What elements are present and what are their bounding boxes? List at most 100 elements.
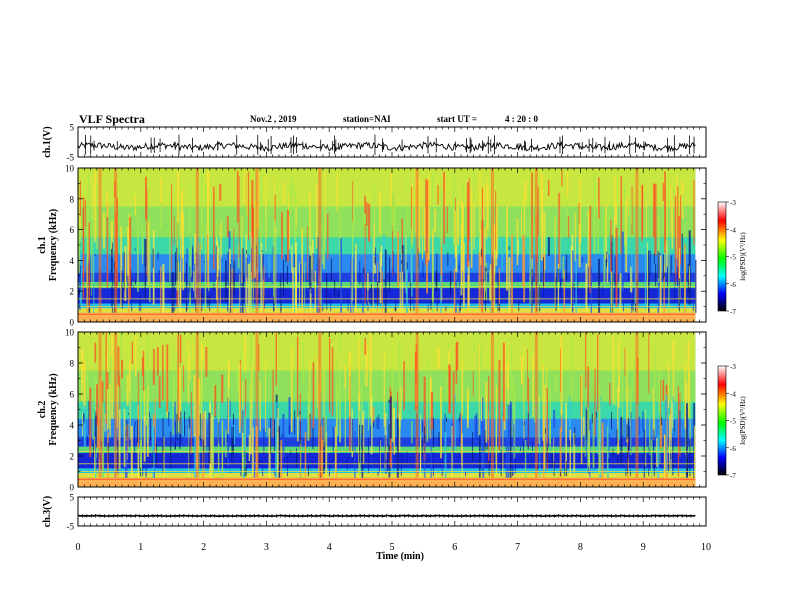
spectral-streak <box>664 434 667 478</box>
spectral-dropout <box>612 448 614 457</box>
spectrogram-band-0 <box>78 332 696 371</box>
spectral-streak <box>368 203 371 242</box>
spectral-dropout <box>207 295 209 308</box>
spectral-streak <box>189 355 191 381</box>
spectral-streak <box>351 217 354 301</box>
spectral-streak <box>689 363 691 450</box>
spectral-streak <box>365 343 368 387</box>
spectral-streak <box>440 386 442 459</box>
spectral-streak <box>614 368 617 406</box>
spectral-streak <box>479 230 482 266</box>
spectral-streak <box>608 433 610 457</box>
spectral-streak <box>262 265 265 313</box>
spectral-streak <box>537 186 539 236</box>
spectral-dropout <box>175 421 176 450</box>
spectral-streak <box>644 246 647 310</box>
spectral-streak <box>295 205 297 227</box>
spectral-streak <box>659 255 662 313</box>
spectral-streak <box>466 387 469 429</box>
spectral-dropout <box>110 270 112 281</box>
spectral-streak <box>688 367 690 404</box>
spectral-dropout <box>326 272 328 310</box>
spectral-streak <box>104 413 106 432</box>
spectral-streak <box>179 271 182 313</box>
spectral-streak <box>478 345 480 436</box>
spectral-streak <box>212 380 214 473</box>
spectral-streak <box>618 407 620 441</box>
spectral-streak <box>560 335 563 416</box>
spectral-streak <box>663 262 665 313</box>
spectral-dropout <box>394 305 396 312</box>
spectral-dropout <box>189 438 191 469</box>
spectral-streak <box>373 255 376 274</box>
y-tick-label: 5 <box>70 493 75 503</box>
spectral-dropout <box>484 430 486 453</box>
spectral-streak <box>498 267 500 313</box>
y-tick-label: 8 <box>70 359 75 369</box>
x-tick-label: 9 <box>641 542 646 553</box>
spectral-dropout <box>359 261 361 285</box>
spectral-dropout <box>150 417 152 441</box>
spectral-dropout <box>577 274 579 292</box>
spectral-streak <box>106 203 109 289</box>
spectral-streak <box>144 265 146 300</box>
spectral-streak <box>493 223 496 313</box>
spectral-streak <box>513 375 515 397</box>
spectral-streak <box>317 237 319 286</box>
spectral-dropout <box>184 411 185 437</box>
spectral-streak <box>605 203 608 261</box>
spectral-dropout <box>648 446 650 471</box>
spectral-dropout <box>642 411 644 432</box>
spectral-dropout <box>152 450 154 468</box>
spectral-dropout <box>366 300 368 305</box>
spectral-streak <box>522 235 524 287</box>
spectral-streak <box>620 176 623 255</box>
spectral-dropout <box>374 256 376 264</box>
spectral-streak <box>220 219 222 258</box>
spectral-streak <box>403 361 405 411</box>
spectral-streak <box>321 236 324 264</box>
spectral-streak <box>251 180 254 238</box>
spectral-streak <box>316 264 318 313</box>
spectral-streak <box>249 335 252 411</box>
spectral-dropout <box>176 260 178 281</box>
spectral-dropout <box>265 457 266 459</box>
spectral-streak <box>455 342 458 384</box>
y-tick-label: 0 <box>70 483 75 493</box>
spectral-dropout <box>215 245 217 280</box>
spectral-dropout <box>551 454 553 467</box>
x-tick-label: 8 <box>578 542 583 553</box>
spectral-dropout <box>158 269 160 275</box>
spectral-streak <box>429 378 432 439</box>
spectral-dropout <box>422 421 424 433</box>
spectral-dropout <box>290 450 292 458</box>
spectral-dropout <box>458 265 460 269</box>
burst-column-7 <box>534 332 538 478</box>
spectral-dropout <box>395 296 397 312</box>
spectral-streak <box>206 171 209 261</box>
spectral-streak <box>92 397 94 440</box>
spectral-streak <box>596 394 599 455</box>
spectral-dropout <box>677 266 678 287</box>
spectral-streak <box>452 371 455 447</box>
spectral-dropout <box>438 431 440 447</box>
spectral-streak <box>681 233 683 272</box>
spectral-streak <box>662 379 665 401</box>
spectral-dropout <box>309 413 311 439</box>
spectral-streak <box>574 213 576 262</box>
spectral-streak <box>94 432 96 459</box>
spectral-dropout <box>131 277 133 312</box>
spectral-streak <box>665 241 667 273</box>
spectral-dropout <box>262 255 264 280</box>
spectral-dropout <box>201 292 203 312</box>
spectral-streak <box>247 171 250 241</box>
spectral-streak <box>323 225 326 269</box>
spectral-streak <box>239 347 242 365</box>
spectral-streak <box>427 174 430 261</box>
spectral-streak <box>249 384 252 455</box>
spectral-streak <box>245 234 248 313</box>
spectral-streak <box>236 368 239 392</box>
spectral-streak <box>264 357 266 432</box>
spectral-dropout <box>476 413 478 440</box>
spectral-streak <box>106 191 109 218</box>
